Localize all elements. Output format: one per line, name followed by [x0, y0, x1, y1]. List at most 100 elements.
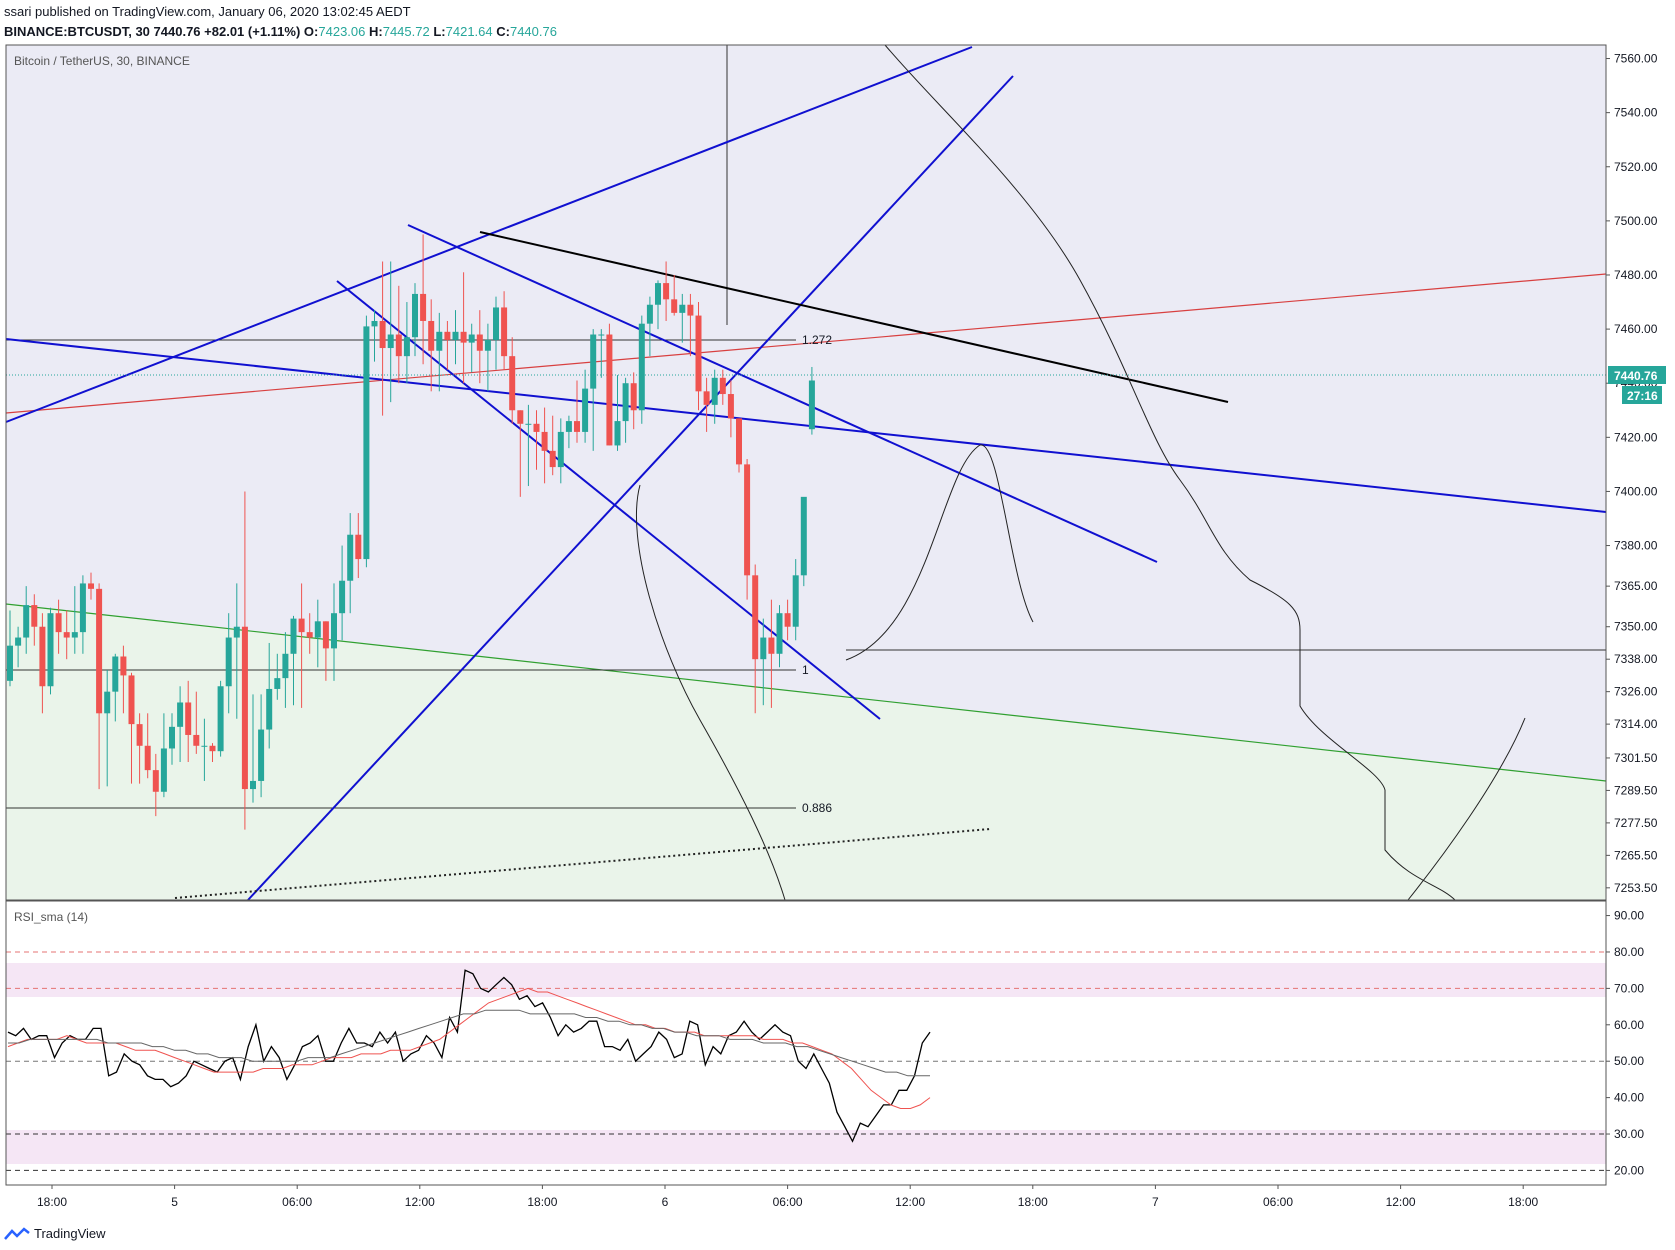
- blue-trendline-falling-upper[interactable]: [407, 224, 1158, 563]
- candle[interactable]: [663, 261, 670, 321]
- candle[interactable]: [655, 280, 661, 330]
- candle[interactable]: [727, 380, 734, 438]
- candle[interactable]: [622, 377, 629, 443]
- dotted-trendline[interactable]: [174, 828, 991, 899]
- candle[interactable]: [444, 320, 451, 370]
- candle[interactable]: [233, 583, 240, 719]
- blue-trendline-falling-flat[interactable]: [5, 338, 1607, 513]
- blue-trendline-steep-rising[interactable]: [247, 75, 1014, 901]
- candle[interactable]: [282, 632, 289, 708]
- candle[interactable]: [557, 418, 564, 484]
- candle[interactable]: [533, 410, 540, 470]
- candle[interactable]: [760, 618, 767, 706]
- candle[interactable]: [646, 296, 653, 357]
- candle[interactable]: [395, 285, 402, 384]
- candle[interactable]: [614, 375, 621, 451]
- candle[interactable]: [314, 599, 321, 668]
- candle[interactable]: [736, 418, 742, 473]
- candle[interactable]: [193, 691, 200, 754]
- candle[interactable]: [695, 302, 702, 411]
- candle[interactable]: [88, 572, 94, 600]
- price-axis[interactable]: 7560.00 7540.00 7520.00 7500.00 7480.00 7460.…: [1606, 52, 1658, 895]
- candle[interactable]: [420, 234, 427, 365]
- candle[interactable]: [800, 496, 807, 587]
- candle[interactable]: [590, 329, 597, 451]
- candle[interactable]: [347, 513, 354, 614]
- drawing-tools-layer[interactable]: 1.272 1 0.886: [5, 44, 1607, 901]
- candle[interactable]: [169, 713, 175, 765]
- black-trendline[interactable]: [479, 231, 1229, 403]
- candle[interactable]: [484, 323, 491, 392]
- candle[interactable]: [209, 743, 216, 763]
- candle[interactable]: [541, 407, 548, 484]
- candle[interactable]: [47, 607, 54, 695]
- candle[interactable]: [23, 586, 30, 654]
- candle[interactable]: [460, 272, 467, 384]
- candle[interactable]: [371, 310, 378, 362]
- candle[interactable]: [241, 491, 248, 830]
- candle[interactable]: [185, 680, 192, 763]
- candle[interactable]: [298, 583, 305, 708]
- candle[interactable]: [630, 372, 637, 430]
- candle[interactable]: [808, 366, 815, 435]
- candle[interactable]: [565, 415, 572, 449]
- candle[interactable]: [784, 599, 791, 641]
- candle[interactable]: [355, 513, 362, 579]
- candle[interactable]: [31, 594, 38, 646]
- candle[interactable]: [306, 613, 313, 654]
- candle[interactable]: [128, 672, 135, 784]
- candle[interactable]: [225, 613, 232, 714]
- symbol-label[interactable]: BINANCE:BTCUSDT, 30: [4, 24, 150, 39]
- candle[interactable]: [776, 605, 783, 668]
- candle[interactable]: [403, 302, 410, 384]
- candle[interactable]: [574, 380, 580, 443]
- candle[interactable]: [476, 310, 483, 384]
- candle[interactable]: [792, 559, 799, 641]
- candle[interactable]: [39, 613, 46, 714]
- candle[interactable]: [687, 293, 694, 357]
- candle[interactable]: [703, 377, 710, 432]
- candle[interactable]: [339, 545, 346, 641]
- candle[interactable]: [549, 415, 556, 476]
- candle[interactable]: [363, 315, 370, 568]
- candle[interactable]: [412, 283, 418, 357]
- candle[interactable]: [96, 583, 103, 790]
- candle[interactable]: [452, 310, 459, 365]
- candle[interactable]: [582, 369, 589, 443]
- candle[interactable]: [79, 575, 86, 654]
- footer-brand[interactable]: TradingView: [4, 1224, 106, 1244]
- candle[interactable]: [768, 599, 775, 708]
- candle[interactable]: [144, 713, 151, 779]
- candle[interactable]: [468, 323, 475, 373]
- candle[interactable]: [250, 694, 256, 803]
- blue-trendline-falling-steep[interactable]: [336, 280, 881, 720]
- candle[interactable]: [71, 586, 78, 654]
- candle[interactable]: [15, 626, 22, 668]
- candle[interactable]: [744, 458, 751, 600]
- candle[interactable]: [274, 653, 281, 700]
- candle[interactable]: [379, 261, 386, 416]
- candle[interactable]: [136, 713, 143, 784]
- candle[interactable]: [258, 694, 265, 798]
- candle[interactable]: [711, 369, 718, 424]
- candle[interactable]: [436, 312, 443, 392]
- candle[interactable]: [112, 653, 119, 722]
- candle[interactable]: [509, 337, 516, 424]
- candle[interactable]: [598, 329, 605, 378]
- candle[interactable]: [387, 261, 394, 403]
- candle[interactable]: [160, 713, 167, 798]
- projection-curve-rise[interactable]: [1407, 717, 1526, 901]
- candle[interactable]: [638, 315, 645, 424]
- time-axis[interactable]: 18:00 5 06:00 12:00 18:00 6 06:00 12:00 18:00 7 06…: [6, 1184, 1606, 1209]
- candles-layer[interactable]: [7, 234, 815, 830]
- red-trendline[interactable]: [5, 273, 1607, 414]
- candle[interactable]: [671, 274, 678, 316]
- candle[interactable]: [493, 296, 499, 370]
- candle[interactable]: [679, 293, 686, 343]
- candle[interactable]: [63, 610, 70, 660]
- candle[interactable]: [517, 410, 524, 497]
- candle[interactable]: [104, 670, 111, 787]
- candle[interactable]: [7, 610, 13, 687]
- candle[interactable]: [322, 621, 329, 681]
